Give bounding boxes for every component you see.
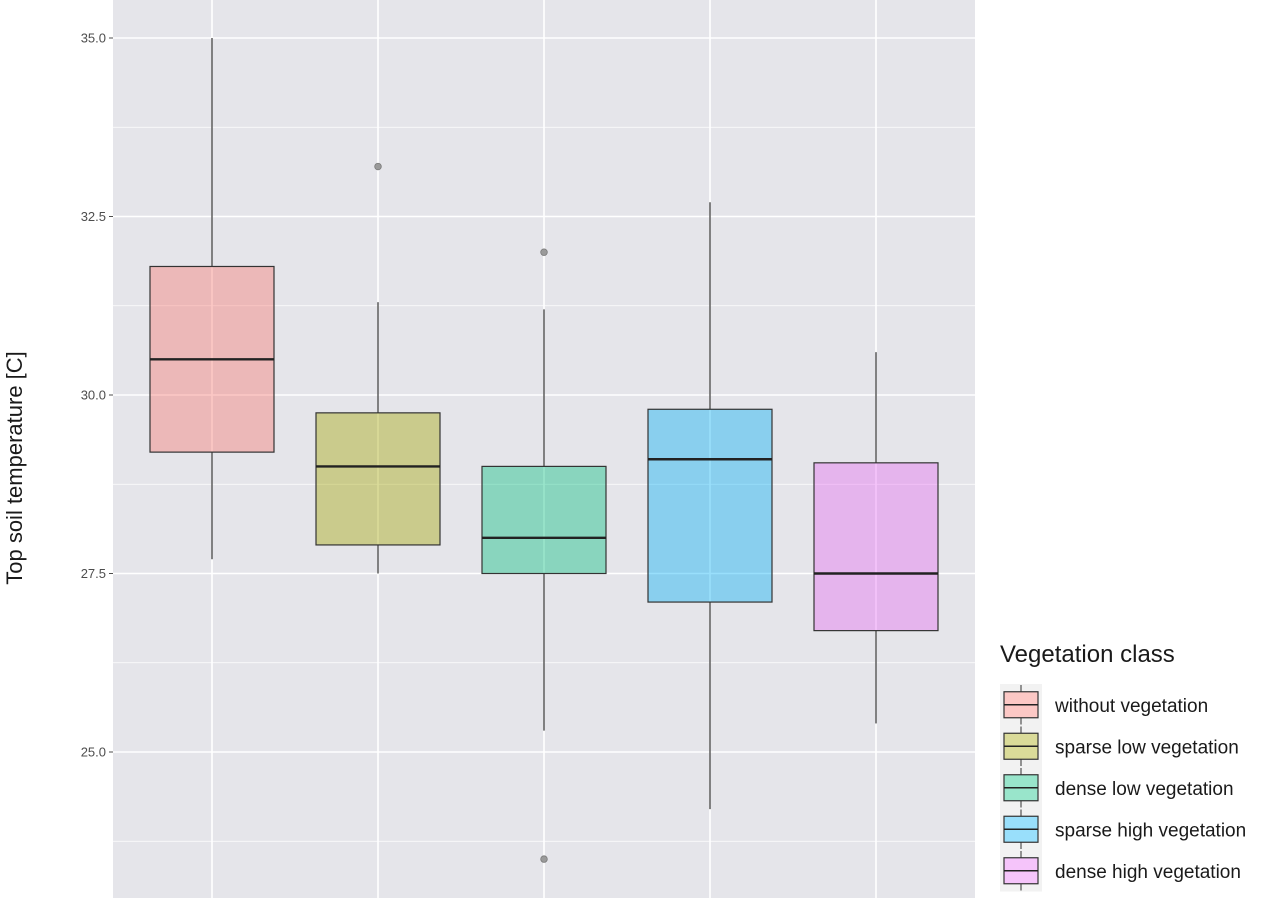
y-axis: 25.0 27.5 30.0 32.5 35.0 [81, 31, 113, 760]
y-tick-label: 30.0 [81, 388, 106, 403]
legend-label: dense low vegetation [1055, 779, 1234, 800]
legend-label: sparse high vegetation [1055, 820, 1246, 841]
legend-title: Vegetation class [1000, 641, 1175, 668]
legend-label: without vegetation [1054, 696, 1208, 717]
outlier-point [540, 855, 548, 863]
box-group [813, 352, 939, 724]
box-group [315, 162, 441, 574]
box-group [647, 202, 773, 810]
y-tick-label: 35.0 [81, 31, 106, 46]
box [813, 462, 939, 632]
y-tick-label: 27.5 [81, 566, 106, 581]
y-tick-label: 32.5 [81, 209, 106, 224]
y-axis-title: Top soil temperature [C] [2, 351, 27, 585]
legend-label: dense high vegetation [1055, 862, 1241, 883]
box [647, 408, 773, 603]
box [481, 465, 607, 575]
legend: Vegetation class without vegetation spars… [1000, 641, 1246, 892]
legend-label: sparse low vegetation [1055, 737, 1239, 758]
box [315, 412, 441, 546]
boxes [149, 38, 939, 863]
box-group [149, 38, 275, 560]
box-group [481, 248, 607, 863]
y-tick-label: 25.0 [81, 745, 106, 760]
outlier-point [540, 248, 548, 256]
outlier-point [374, 162, 382, 171]
